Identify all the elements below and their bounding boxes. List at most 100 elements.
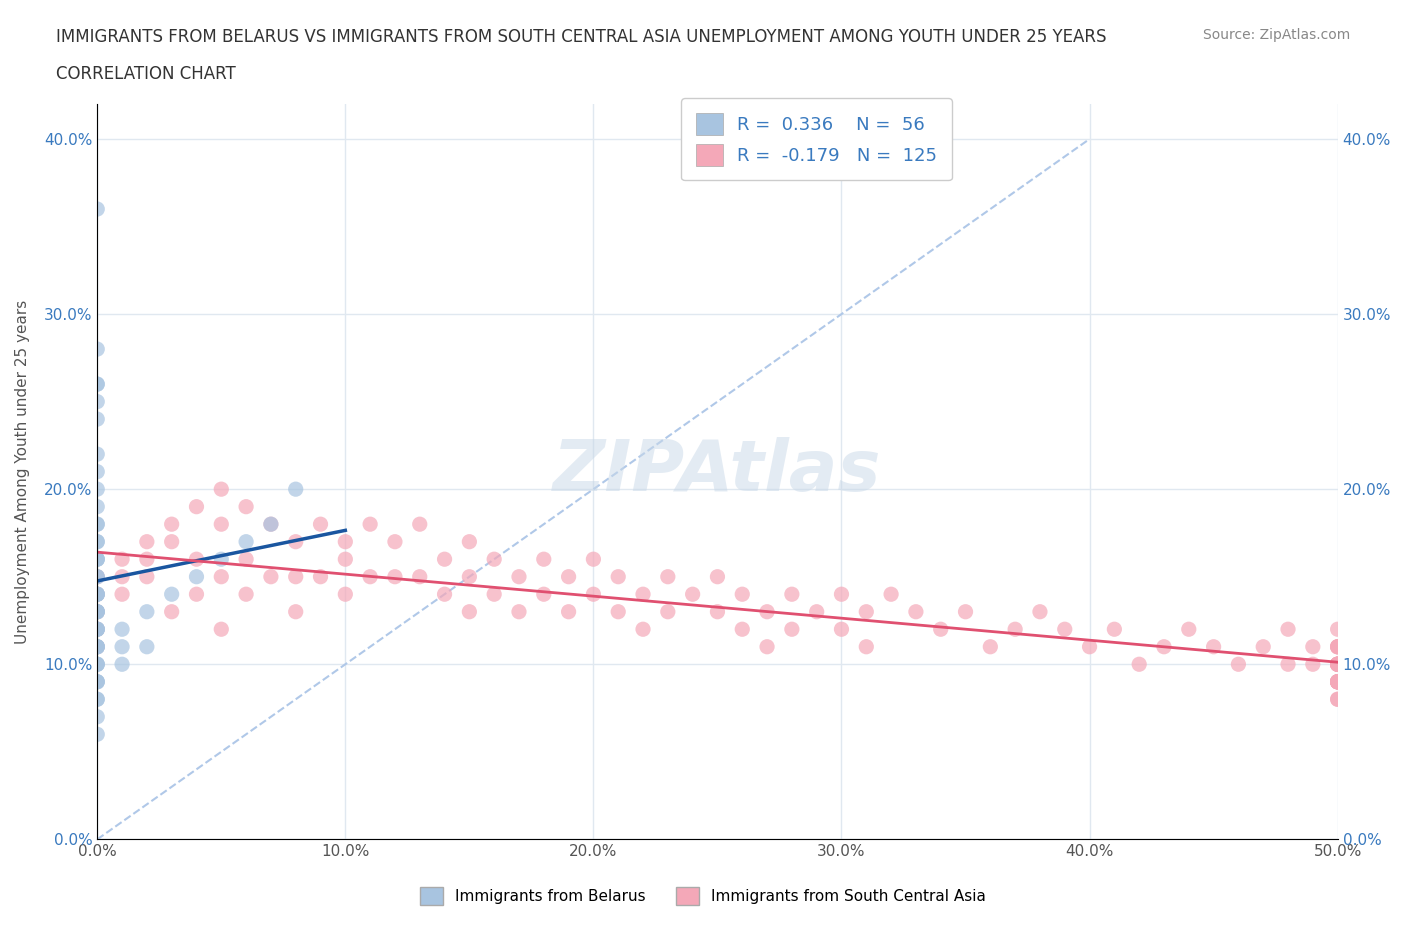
Point	[979, 639, 1001, 654]
Point	[706, 604, 728, 619]
Point	[631, 622, 654, 637]
Point	[582, 587, 605, 602]
Point	[86, 551, 108, 566]
Point	[284, 482, 307, 497]
Point	[1326, 674, 1348, 689]
Point	[1104, 622, 1126, 637]
Point	[904, 604, 927, 619]
Point	[806, 604, 828, 619]
Text: Source: ZipAtlas.com: Source: ZipAtlas.com	[1202, 28, 1350, 42]
Point	[86, 394, 108, 409]
Point	[657, 604, 679, 619]
Point	[309, 517, 332, 532]
Point	[335, 587, 357, 602]
Point	[1277, 657, 1299, 671]
Point	[86, 377, 108, 392]
Point	[86, 674, 108, 689]
Point	[1227, 657, 1250, 671]
Point	[260, 569, 283, 584]
Point	[160, 587, 183, 602]
Point	[1326, 657, 1348, 671]
Point	[1302, 639, 1324, 654]
Point	[86, 412, 108, 427]
Point	[433, 587, 456, 602]
Point	[731, 587, 754, 602]
Point	[384, 534, 406, 549]
Point	[111, 587, 134, 602]
Point	[458, 604, 481, 619]
Point	[1128, 657, 1150, 671]
Point	[855, 604, 877, 619]
Point	[135, 639, 157, 654]
Point	[1326, 639, 1348, 654]
Point	[186, 587, 208, 602]
Point	[1202, 639, 1225, 654]
Point	[160, 517, 183, 532]
Point	[780, 622, 803, 637]
Point	[409, 569, 432, 584]
Point	[86, 639, 108, 654]
Point	[1029, 604, 1052, 619]
Point	[1326, 639, 1348, 654]
Point	[1153, 639, 1175, 654]
Point	[86, 622, 108, 637]
Point	[706, 569, 728, 584]
Point	[508, 604, 530, 619]
Point	[335, 534, 357, 549]
Point	[86, 464, 108, 479]
Point	[86, 551, 108, 566]
Point	[607, 604, 630, 619]
Point	[135, 604, 157, 619]
Point	[1178, 622, 1201, 637]
Point	[86, 534, 108, 549]
Y-axis label: Unemployment Among Youth under 25 years: Unemployment Among Youth under 25 years	[15, 299, 30, 644]
Point	[86, 587, 108, 602]
Point	[86, 622, 108, 637]
Point	[86, 622, 108, 637]
Point	[186, 551, 208, 566]
Point	[1326, 639, 1348, 654]
Point	[582, 551, 605, 566]
Point	[1078, 639, 1101, 654]
Point	[86, 446, 108, 461]
Point	[86, 569, 108, 584]
Point	[1326, 692, 1348, 707]
Point	[209, 622, 232, 637]
Point	[433, 551, 456, 566]
Point	[135, 569, 157, 584]
Point	[209, 569, 232, 584]
Point	[1326, 657, 1348, 671]
Point	[86, 377, 108, 392]
Point	[209, 517, 232, 532]
Point	[1326, 674, 1348, 689]
Point	[335, 551, 357, 566]
Point	[86, 674, 108, 689]
Point	[607, 569, 630, 584]
Point	[86, 341, 108, 356]
Legend: Immigrants from Belarus, Immigrants from South Central Asia: Immigrants from Belarus, Immigrants from…	[412, 879, 994, 913]
Point	[1326, 657, 1348, 671]
Point	[1326, 657, 1348, 671]
Point	[86, 534, 108, 549]
Point	[86, 692, 108, 707]
Point	[1326, 674, 1348, 689]
Point	[359, 569, 381, 584]
Point	[458, 569, 481, 584]
Point	[209, 482, 232, 497]
Point	[86, 604, 108, 619]
Point	[86, 622, 108, 637]
Point	[384, 569, 406, 584]
Point	[458, 534, 481, 549]
Point	[111, 569, 134, 584]
Point	[929, 622, 952, 637]
Point	[1326, 657, 1348, 671]
Point	[111, 551, 134, 566]
Point	[284, 569, 307, 584]
Point	[1326, 657, 1348, 671]
Point	[160, 534, 183, 549]
Text: IMMIGRANTS FROM BELARUS VS IMMIGRANTS FROM SOUTH CENTRAL ASIA UNEMPLOYMENT AMONG: IMMIGRANTS FROM BELARUS VS IMMIGRANTS FR…	[56, 28, 1107, 46]
Point	[86, 657, 108, 671]
Point	[86, 657, 108, 671]
Point	[186, 499, 208, 514]
Point	[1326, 639, 1348, 654]
